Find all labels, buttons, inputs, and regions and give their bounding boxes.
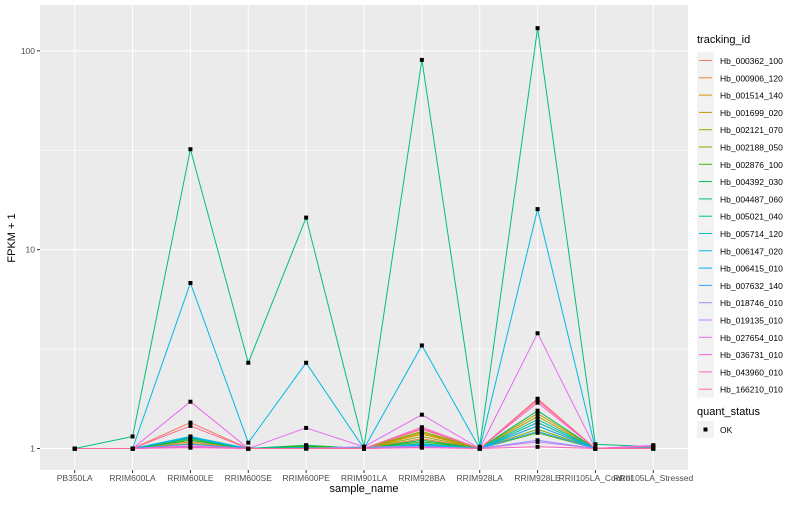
x-tick-label: RRII105LA_Stressed [613,473,693,483]
legend-label: Hb_000362_100 [720,56,783,66]
data-point [188,423,193,428]
data-point [535,396,540,401]
legend-label: Hb_027654_010 [720,333,783,343]
data-point [593,442,598,447]
x-tick-label: RRII105LA_Control [559,473,633,483]
data-point [535,207,540,212]
data-points [72,26,656,451]
x-axis-title: sample_name [329,483,398,495]
legend-label: Hb_036731_010 [720,350,783,360]
data-point [535,429,540,434]
data-point [419,343,424,348]
data-point [130,434,135,439]
data-point [246,440,251,445]
data-point [651,446,656,451]
data-point [188,399,193,404]
y-axis-title: FPKM + 1 [6,213,18,262]
x-tick-label: RRIM928LA [457,473,504,483]
data-point [304,360,309,365]
data-point [535,414,540,419]
x-tick-label: RRIM928LE [514,473,561,483]
legend-label: Hb_001699_020 [720,108,783,118]
data-point [304,443,309,448]
data-point [72,446,77,451]
x-tick-label: RRIM600PE [283,473,331,483]
legend-label: Hb_019135_010 [720,316,783,326]
legend: tracking_id Hb_000362_100 Hb_000906_120 Hb_… [697,34,783,438]
data-point [535,439,540,444]
legend-label: Hb_001514_140 [720,91,783,101]
data-point [419,438,424,443]
data-point [535,427,540,432]
x-tick-label: RRIM600LE [167,473,214,483]
legend-label: Hb_006415_010 [720,264,783,274]
data-point [535,331,540,336]
y-tick-label: 10 [26,245,36,255]
legend-label: Hb_043960_010 [720,367,783,377]
legend-label: Hb_004392_030 [720,177,783,187]
legend-label: Hb_166210_010 [720,385,783,395]
legend-label: Hb_005021_040 [720,212,783,222]
legend-label: Hb_002188_050 [720,143,783,153]
x-tick-label: RRIM928BA [398,473,446,483]
legend-label: Hb_002121_070 [720,125,783,135]
data-point [535,400,540,405]
legend-key-point [703,427,708,432]
y-tick-label: 1 [30,444,35,454]
data-point [246,446,251,451]
x-tick-label: RRIM600LA [109,473,156,483]
data-point [535,408,540,413]
data-point [188,445,193,450]
data-point [188,438,193,443]
x-tick-label: PB350LA [57,473,93,483]
data-point [130,446,135,451]
legend-label: Hb_000906_120 [720,73,783,83]
legend-label: Hb_007632_140 [720,281,783,291]
data-point [362,446,366,451]
legend-label: Hb_006147_020 [720,246,783,256]
data-point [304,425,309,430]
color-legend-title: tracking_id [697,34,750,46]
data-point [304,215,309,220]
x-tick-label: RRIM600SE [225,473,273,483]
data-point [535,411,540,416]
data-point [419,412,424,417]
data-point [419,445,424,450]
data-point [304,446,309,451]
y-tick-label: 100 [21,46,35,56]
data-point [419,429,424,434]
data-point [535,423,540,428]
data-point [419,426,424,431]
data-point [651,443,656,448]
legend-label: OK [720,425,733,435]
data-point [188,435,193,440]
data-point [188,280,193,285]
data-point [535,417,540,422]
shape-legend-title: quant_status [697,406,760,418]
data-point [188,420,193,425]
legend-label: Hb_004487_060 [720,194,783,204]
data-point [535,420,540,425]
data-point [188,147,193,152]
data-point [419,434,424,439]
legend-label: Hb_018746_010 [720,298,783,308]
data-point [419,57,424,62]
legend-label: Hb_005714_120 [720,229,783,239]
data-point [477,446,482,451]
data-point [535,444,540,449]
data-point [593,446,598,451]
legend-label: Hb_002876_100 [720,160,783,170]
data-point [535,26,540,31]
axes: 1 10 100 PB350LA RRIM600LA RRIM600LE RRIM600SE… [21,46,694,483]
x-tick-label: RRIM901LA [341,473,388,483]
data-point [246,360,251,365]
